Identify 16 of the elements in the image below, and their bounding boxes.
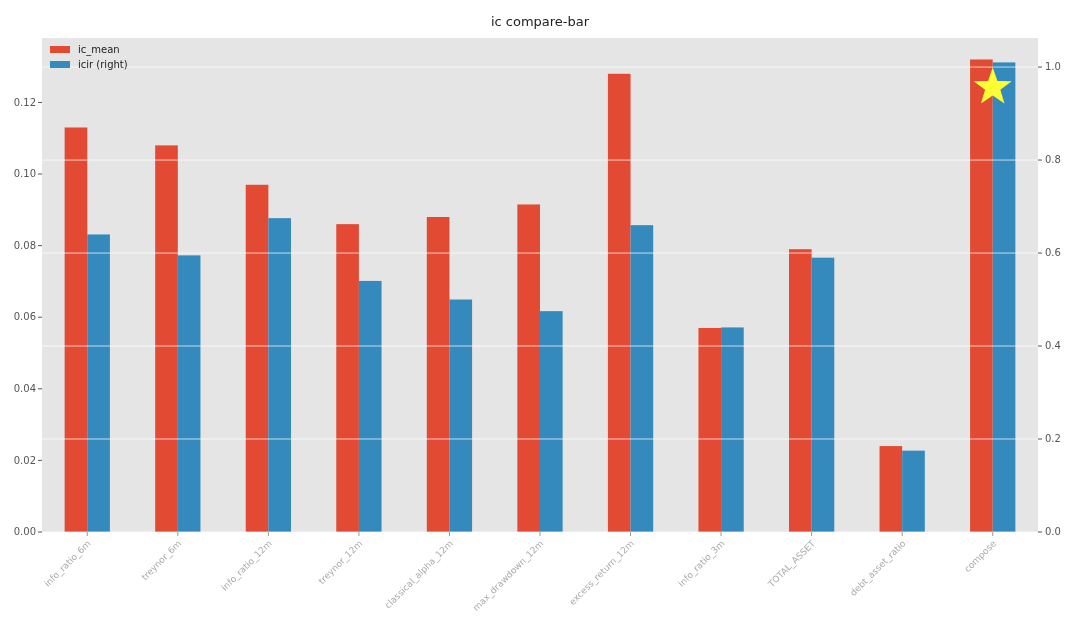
y-tick-label: 0.02 [13,454,36,466]
y2-tick-label: 0.2 [1045,433,1061,445]
chart-title: ic compare-bar [490,14,590,29]
y-tick-label: 0.12 [13,96,36,108]
y-tick-label: 0.00 [13,526,36,538]
y2-tick-label: 1.0 [1045,61,1061,73]
y-tick-label: 0.04 [13,383,36,395]
y-tick-label: 0.06 [13,311,36,323]
y2-tick-label: 0.6 [1045,247,1061,259]
y2-tick-label: 0.0 [1045,526,1061,538]
y-tick-label: 0.08 [13,239,36,251]
y2-tick-label: 0.4 [1045,340,1061,352]
y2-tick-label: 0.8 [1045,154,1061,166]
legend-label: ic_mean [78,44,120,56]
y-tick-label: 0.10 [13,168,36,180]
legend-label: icir (right) [78,59,128,70]
